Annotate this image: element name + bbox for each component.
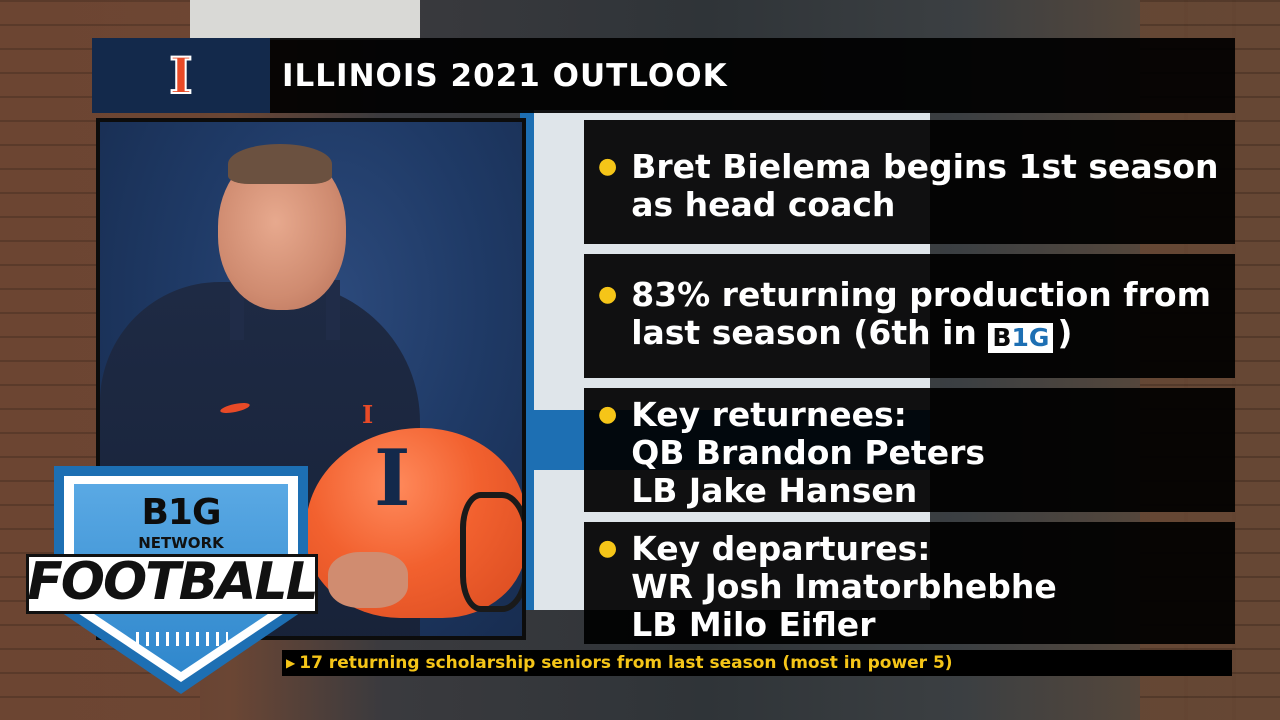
illinois-block-i-logo: I [168, 45, 193, 105]
bullet-dot-icon: ● [598, 536, 618, 561]
bullet-line: Bret Bielema begins 1st season [631, 147, 1219, 186]
bullet-line: as head coach [631, 185, 896, 224]
bullet-dot-icon: ● [598, 282, 618, 307]
bullet-text: Key departures: WR Josh Imatorbhebhe LB … [631, 530, 1057, 644]
logo-football-text: FOOTBALL [27, 552, 319, 612]
bullet-line: LB Milo Eifler [631, 605, 876, 644]
bullet-line: 83% returning production from [631, 275, 1211, 314]
bullet-line-suffix: ) [1057, 313, 1073, 352]
graphic-header: I ILLINOIS 2021 OUTLOOK [92, 38, 1235, 113]
coach-hand [328, 552, 408, 608]
b1g-network-football-logo: B1G NETWORK FOOTBALL [24, 466, 324, 700]
bullet-box-coach: ● Bret Bielema begins 1st season as head… [584, 120, 1235, 244]
bullet-line-prefix: last season (6th in [631, 313, 977, 352]
chest-logo-icon: I [362, 400, 374, 429]
bullet-dot-icon: ● [598, 154, 618, 179]
illinois-logo-box: I [92, 38, 270, 113]
helmet-logo-icon: I [374, 433, 411, 524]
bullet-text: Bret Bielema begins 1st season as head c… [631, 148, 1218, 244]
page-title: ILLINOIS 2021 OUTLOOK [282, 57, 728, 94]
bullet-box-departures: ● Key departures: WR Josh Imatorbhebhe L… [584, 522, 1235, 644]
bullet-line: last season (6th in B 1G) [631, 314, 1211, 353]
b1g-logo-b: B [992, 323, 1012, 352]
logo-b1g-text: B1G [141, 492, 221, 533]
bullet-line: QB Brandon Peters [631, 433, 986, 472]
ticker-bar: ▶ 17 returning scholarship seniors from … [282, 650, 1232, 676]
window-frame [190, 0, 420, 40]
bullet-line: Key departures: [631, 529, 931, 568]
header-title-box: ILLINOIS 2021 OUTLOOK [270, 38, 1235, 113]
b1g-logo-icon: B 1G [988, 323, 1054, 353]
ticker-arrow-icon: ▶ [286, 656, 296, 670]
ticker-text: 17 returning scholarship seniors from la… [299, 653, 953, 673]
bullet-box-returnees: ● Key returnees: QB Brandon Peters LB Ja… [584, 388, 1235, 512]
helmet-facemask [460, 492, 522, 612]
bullet-dot-icon: ● [598, 402, 618, 427]
logo-football-bar [26, 554, 318, 614]
bullet-text: 83% returning production from last seaso… [631, 276, 1211, 378]
bullet-line: Key returnees: [631, 395, 907, 434]
coach-hair [228, 144, 332, 184]
logo-yard-lines [136, 632, 228, 646]
bullet-text: Key returnees: QB Brandon Peters LB Jake… [631, 396, 985, 512]
b1g-logo-1g: 1G [1011, 323, 1050, 352]
logo-network-text: NETWORK [138, 534, 224, 552]
bullet-box-production: ● 83% returning production from last sea… [584, 254, 1235, 378]
bullet-line: WR Josh Imatorbhebhe [631, 567, 1057, 606]
bullet-line: LB Jake Hansen [631, 471, 918, 510]
